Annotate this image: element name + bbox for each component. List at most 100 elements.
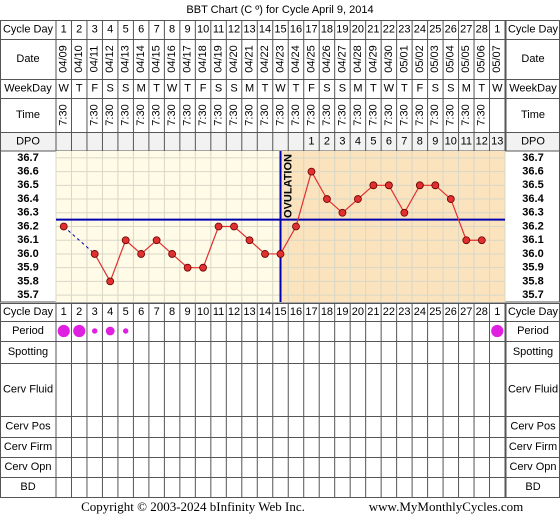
weekday-cell: T	[262, 82, 269, 94]
weekday-cell: W	[492, 82, 503, 94]
cycle_day-cell: 16	[290, 23, 302, 35]
y-tick-label: 36.1	[17, 234, 38, 246]
weekday-cell: T	[153, 82, 160, 94]
temp-point	[90, 250, 99, 258]
time-cell: 7:30	[197, 104, 209, 125]
time-cell: 7:30	[212, 104, 224, 125]
y-tick-label: 36.3	[522, 207, 543, 219]
cycle_day-cell: 8	[169, 306, 175, 318]
time-cell: 7:30	[151, 104, 163, 125]
cycle_day-cell: 1	[61, 23, 67, 35]
cycle_day-cell: 27	[460, 306, 472, 318]
weekday-cell: S	[447, 82, 454, 94]
dpo-cell: 7	[401, 135, 407, 147]
row-label: Cycle Day	[3, 23, 54, 35]
temp-point	[152, 236, 161, 245]
period-mark	[122, 328, 129, 334]
time-cell: 7:30	[290, 104, 302, 125]
time-cell: 7:30	[166, 104, 178, 125]
y-tick-label: 36.0	[17, 248, 38, 260]
temp-point	[261, 250, 269, 258]
weekday-cell: S	[323, 82, 330, 94]
temp-point	[307, 167, 316, 176]
row-label: Date	[521, 53, 544, 65]
row-label: Cerv Fluid	[3, 383, 53, 395]
time-cell: 7:30	[398, 104, 410, 125]
time-cell: 7:30	[259, 104, 271, 125]
period-mark	[92, 328, 98, 334]
cycle_day-cell: 19	[336, 306, 348, 318]
y-tick-label: 35.8	[522, 275, 543, 287]
y-tick-label: 35.7	[522, 289, 543, 301]
y-tick-label: 36.4	[522, 193, 544, 205]
row-label: Cycle Day	[508, 306, 559, 318]
time-cell: 7:30	[414, 104, 426, 125]
row-label: Cerv Opn	[509, 461, 556, 473]
temp-point	[462, 236, 471, 245]
row-label: Cerv Pos	[5, 420, 51, 432]
cycle_day-cell: 24	[414, 23, 426, 35]
row-label: Spotting	[513, 346, 553, 358]
y-tick-label: 36.4	[17, 193, 39, 205]
cycle_day-cell: 1	[494, 23, 500, 35]
time-cell: 7:30	[104, 104, 116, 125]
y-tick-label: 36.3	[17, 207, 38, 219]
weekday-cell: T	[184, 82, 191, 94]
period-mark	[73, 324, 86, 338]
time-cell: 7:30	[58, 104, 70, 125]
row-label: Cerv Firm	[4, 441, 52, 453]
cycle_day-cell: 17	[305, 23, 317, 35]
cycle_day-cell: 9	[185, 306, 191, 318]
row-label: WeekDay	[509, 82, 557, 94]
cycle_day-cell: 1	[61, 306, 67, 318]
period-mark	[105, 326, 115, 336]
weekday-cell: T	[401, 82, 408, 94]
period-mark	[491, 324, 504, 338]
temp-point	[292, 222, 300, 231]
period-mark	[57, 324, 70, 338]
date-cell: 05/05	[460, 45, 472, 73]
y-tick-label: 35.9	[522, 262, 543, 274]
row-label: Cycle Day	[3, 306, 54, 318]
row-bg	[0, 363, 560, 417]
y-tick-label: 35.9	[17, 262, 38, 274]
temp-point	[415, 181, 424, 190]
temp-point	[369, 181, 378, 190]
chart-title: BBT Chart (C º) for Cycle April 9, 2014	[186, 4, 373, 16]
y-tick-label: 36.0	[522, 248, 543, 260]
temp-point	[477, 236, 486, 245]
cycle_day-cell: 19	[336, 23, 348, 35]
dpo-cell: 6	[386, 135, 392, 147]
temp-point	[400, 208, 409, 217]
temp-point	[245, 236, 254, 245]
temp-point	[323, 195, 331, 203]
row-label: Date	[16, 53, 39, 65]
row-bg	[0, 457, 560, 478]
time-cell: 7:30	[352, 104, 364, 125]
weekday-cell: T	[76, 82, 83, 94]
dpo-cell: 4	[355, 135, 361, 147]
time-cell: 7:30	[367, 104, 379, 125]
row-bg	[0, 39, 560, 80]
cycle_day-cell: 4	[107, 306, 113, 318]
cycle_day-cell: 20	[352, 306, 364, 318]
date-cell: 04/21	[243, 45, 255, 73]
cycle_day-cell: 22	[383, 23, 395, 35]
cycle_day-cell: 14	[259, 306, 271, 318]
weekday-cell: S	[432, 82, 439, 94]
weekday-cell: S	[230, 82, 237, 94]
cycle_day-cell: 5	[123, 23, 129, 35]
dpo-cell: 13	[491, 135, 503, 147]
cycle_day-cell: 10	[197, 23, 209, 35]
site-url: www.MyMonthlyCycles.com	[369, 499, 523, 514]
date-cell: 04/25	[305, 45, 317, 73]
cycle_day-cell: 7	[154, 306, 160, 318]
cycle_day-cell: 13	[243, 306, 255, 318]
cycle_day-cell: 12	[228, 23, 240, 35]
date-cell: 04/15	[151, 45, 163, 73]
dpo-cell: 12	[476, 135, 488, 147]
date-cell: 04/11	[89, 46, 101, 73]
temp-point	[199, 263, 207, 272]
temp-point	[137, 250, 146, 258]
